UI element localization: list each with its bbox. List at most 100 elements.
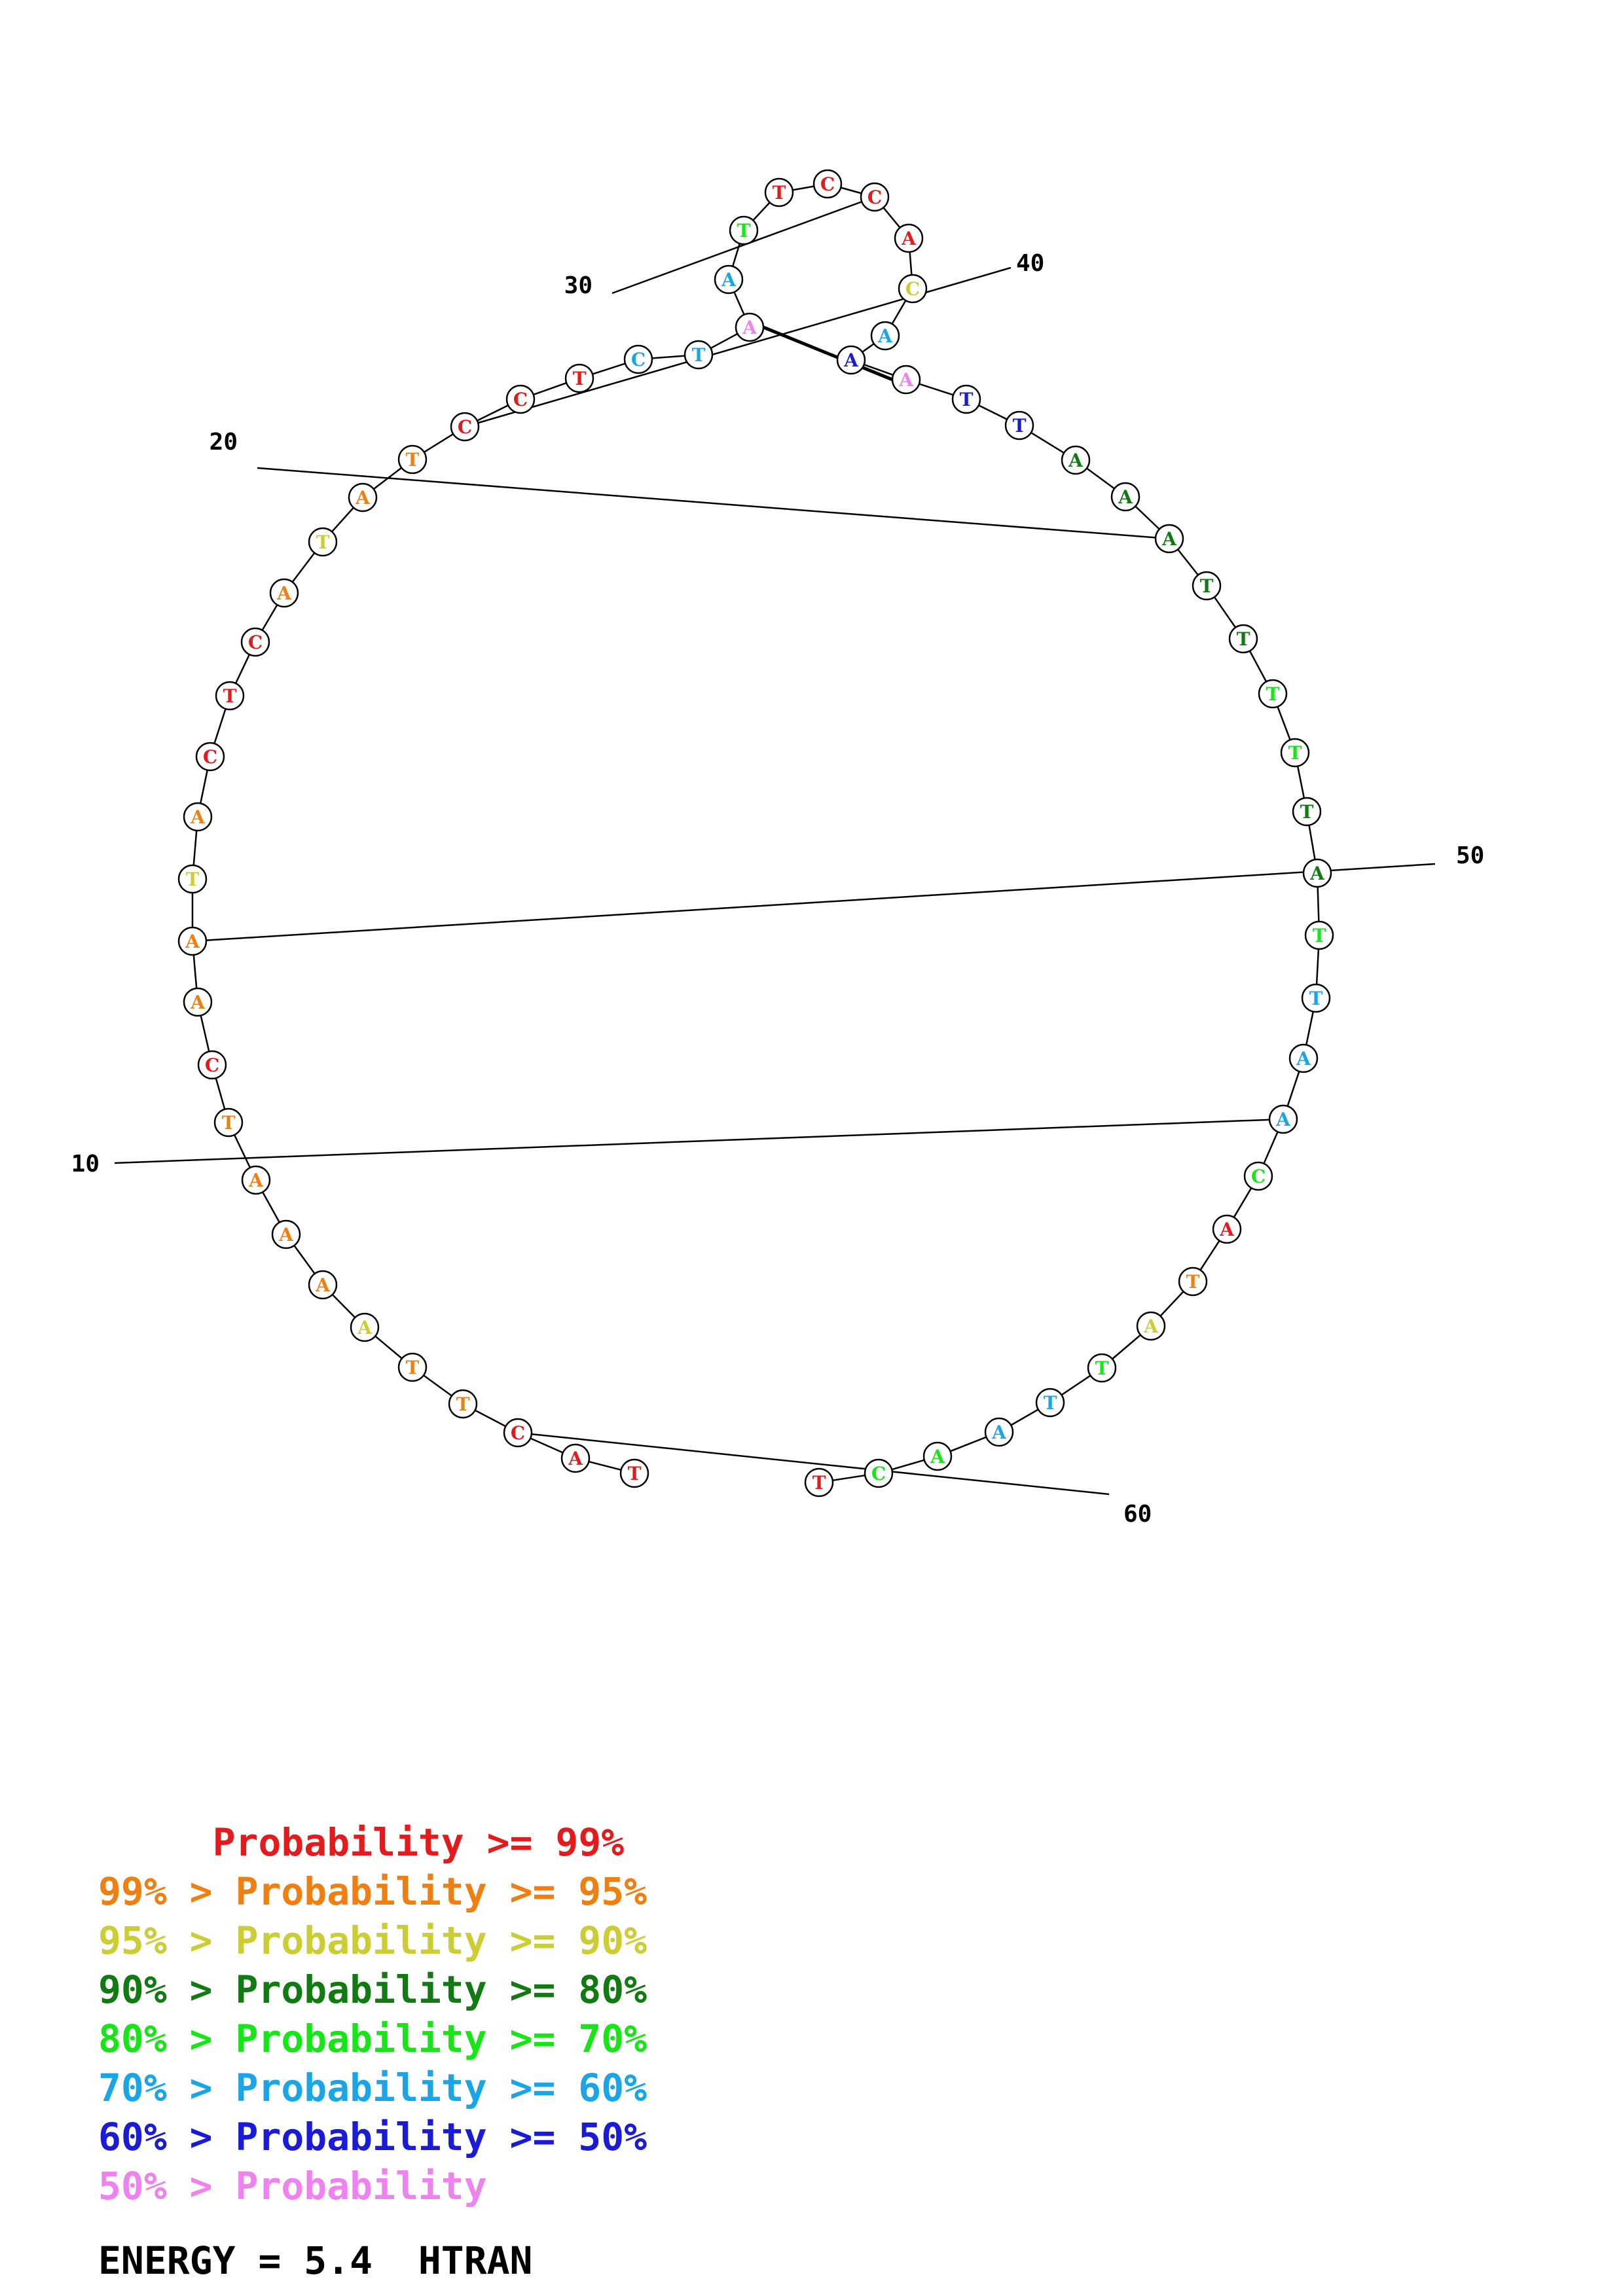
nucleotide-letter: A [1275, 1109, 1291, 1130]
nucleotide-letter: T [1095, 1357, 1109, 1379]
nucleotide-circle [397, 444, 428, 475]
nucleotide-circle [269, 578, 299, 608]
position-tick [257, 467, 1170, 540]
energy-label: ENERGY = 5.4 HTRAN [98, 2238, 533, 2283]
nucleotide-letter: T [406, 1357, 420, 1378]
nucleotide: T [1301, 983, 1331, 1013]
legend-row: Probability >= 99% [98, 1818, 647, 1867]
nucleotide-circle [1243, 1161, 1273, 1191]
legend-prefix: 70% > [98, 2066, 236, 2110]
nucleotide-circle [623, 344, 653, 374]
backbone-segment [589, 1460, 621, 1471]
nucleotide: T [215, 681, 245, 711]
nucleotide-circle [951, 384, 981, 414]
legend-prefix: 50% > [98, 2164, 236, 2208]
legend-text: Probability >= 95% [235, 1869, 647, 1914]
nucleotide-circle [213, 1107, 244, 1138]
nucleotide-circle [177, 926, 208, 956]
nucleotide: A [1136, 1311, 1166, 1341]
nucleotide-circle [1301, 983, 1331, 1013]
nucleotide-letter: A [898, 369, 914, 391]
nucleotide-letter: T [1266, 683, 1280, 705]
nucleotide-letter: A [1068, 450, 1084, 471]
nucleotide-letter: T [1288, 742, 1302, 764]
position-tick [611, 196, 875, 295]
nucleotide-letter: T [628, 1463, 642, 1484]
nucleotide-letter: T [1044, 1392, 1057, 1414]
nucleotide: T [619, 1458, 649, 1488]
backbone-segment [374, 1335, 403, 1359]
nucleotide-circle [984, 1417, 1014, 1447]
backbone-segment [233, 1134, 251, 1168]
nucleotide-circle [1061, 445, 1091, 475]
nucleotide: T [397, 1352, 428, 1382]
nucleotide: C [864, 1458, 894, 1488]
nucleotide-circle [215, 681, 245, 711]
nucleotide: A [1302, 858, 1332, 888]
backbone-segment [1030, 431, 1065, 454]
nucleotide-circle [894, 223, 924, 253]
backbone-segment [1308, 825, 1316, 860]
backbone-segment [1213, 596, 1237, 628]
backbone-segment [477, 404, 509, 422]
legend-text: Probability >= 70% [235, 2017, 647, 2061]
probability-legend: Probability >= 99% 99% > Probability >= 9… [98, 1818, 647, 2211]
position-tick [192, 863, 1436, 942]
position-number: 30 [564, 272, 593, 299]
backbone-segment [792, 185, 814, 191]
backbone-segment [1249, 650, 1267, 683]
nucleotide-circle [450, 412, 480, 442]
position-number: 40 [1016, 250, 1044, 277]
nucleotide-letter: A [357, 1317, 373, 1338]
nucleotide: C [505, 384, 536, 414]
nucleotide: A [350, 1312, 380, 1342]
nucleotides: T A C T T A A A A T C A A T A C T C A T A T C C T C T A A T T C C A C A A A T T… [177, 169, 1334, 1498]
nucleotide-letter: C [905, 278, 920, 300]
nucleotide-letter: A [1118, 486, 1133, 508]
position-tick [464, 266, 1012, 428]
backbone-segment [213, 708, 227, 744]
nucleotide-circle [1154, 524, 1184, 554]
nucleotide-circle [1268, 1104, 1298, 1134]
nucleotide: A [870, 321, 900, 351]
nucleotide-circle [1304, 920, 1334, 950]
nucleotide-circle [560, 1443, 591, 1473]
nucleotide: T [448, 1389, 478, 1419]
backbone-segment [710, 332, 739, 350]
nucleotide: C [860, 182, 890, 212]
backbone-segment [262, 1191, 280, 1223]
position-number: 60 [1123, 1501, 1152, 1528]
backbone-segment [331, 1294, 356, 1318]
position-tick [114, 1118, 1284, 1164]
backbone-segment [1305, 1011, 1314, 1045]
backbone-segment [1135, 505, 1160, 530]
nucleotide: T [729, 215, 759, 245]
nucleotide-circle [271, 1219, 301, 1249]
backbone-segment [862, 343, 875, 353]
nucleotide: T [1192, 571, 1222, 601]
nucleotide: C [623, 344, 653, 374]
nucleotide: T [177, 864, 208, 894]
nucleotide-letter: T [1309, 988, 1323, 1009]
nucleotide-circle [177, 864, 208, 894]
nucleotide: C [898, 274, 928, 304]
backbone-links [191, 185, 1320, 1482]
nucleotide-circle [1178, 1266, 1208, 1297]
nucleotide-letter: A [930, 1446, 945, 1467]
nucleotide-letter: A [1309, 863, 1325, 884]
nucleotide-letter: C [513, 389, 528, 410]
backbone-segment [832, 1474, 866, 1482]
nucleotide: C [1243, 1161, 1273, 1191]
nucleotide-circle [564, 363, 594, 393]
nucleotide: T [684, 340, 714, 370]
nucleotide: A [271, 1219, 301, 1249]
nucleotide: C [195, 742, 225, 772]
nucleotide-letter: T [222, 1112, 236, 1134]
nucleotide: T [308, 527, 338, 557]
nucleotide: A [1110, 482, 1140, 512]
nucleotide-letter: C [631, 349, 646, 370]
nucleotide-letter: T [1237, 628, 1250, 650]
nucleotide: A [1154, 524, 1184, 554]
legend-prefix: 80% > [98, 2017, 236, 2061]
nucleotide-circle [864, 1458, 894, 1488]
